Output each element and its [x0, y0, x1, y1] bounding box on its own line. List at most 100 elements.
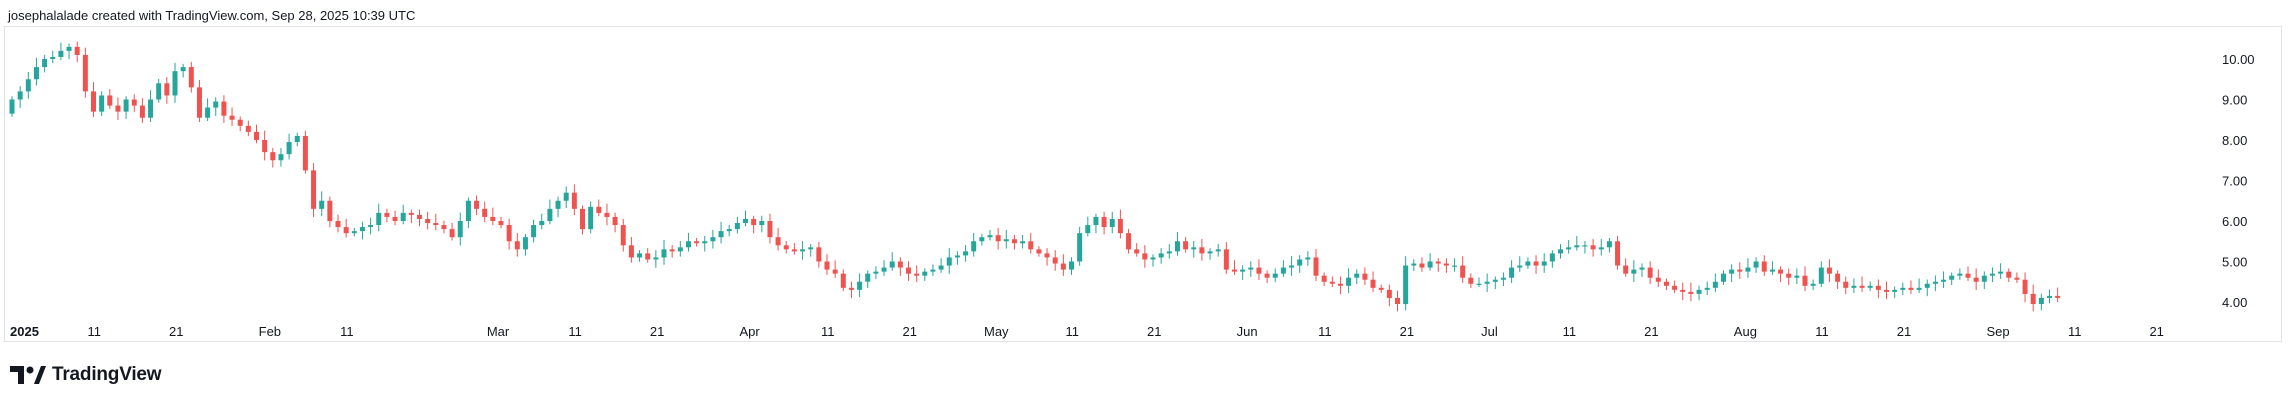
price-axis: 10.00 9.00 8.00 7.00 6.00 5.00 4.00 — [2222, 52, 2255, 310]
candle — [400, 204, 406, 225]
candle — [1875, 279, 1881, 299]
candle — [1924, 279, 1930, 297]
candle — [1093, 213, 1099, 234]
candle-body — [881, 267, 887, 272]
candle-body — [506, 225, 512, 242]
candle — [33, 57, 39, 86]
candle — [359, 221, 365, 240]
candle-body — [1712, 281, 1718, 288]
candle-body — [1525, 261, 1531, 266]
candlestick-chart[interactable]: 10.00 9.00 8.00 7.00 6.00 5.00 4.00 2025 11 21 Fe… — [0, 0, 2290, 345]
candle-body — [726, 229, 732, 232]
candle-body — [1941, 279, 1947, 282]
candle-body — [824, 261, 830, 270]
tradingview-branding[interactable]: TradingView — [10, 362, 162, 388]
candle — [979, 233, 985, 246]
candle-body — [1859, 285, 1865, 288]
candle-body — [359, 227, 365, 232]
candle-body — [1305, 257, 1311, 260]
candle-body — [1354, 273, 1360, 278]
candle-body — [376, 212, 382, 226]
candle-body — [1452, 265, 1458, 267]
candle-body — [66, 46, 72, 51]
candle — [417, 209, 422, 227]
candle-body — [1615, 241, 1621, 266]
candle — [1248, 261, 1254, 277]
candle — [612, 212, 618, 233]
candle-body — [522, 237, 528, 250]
candle-body — [661, 249, 667, 258]
candle — [2030, 284, 2036, 312]
candle — [2006, 268, 2012, 282]
candle-body — [1020, 241, 1026, 244]
candle — [1957, 268, 1963, 280]
candle-body — [131, 99, 137, 106]
candle — [1411, 259, 1417, 271]
candle — [653, 250, 659, 268]
candle-body — [1484, 281, 1490, 284]
candle — [82, 47, 88, 98]
candle — [50, 50, 56, 64]
candle — [539, 213, 545, 230]
candle — [1558, 244, 1563, 259]
candle-body — [808, 247, 814, 250]
candle-body — [1109, 218, 1115, 228]
candle — [1109, 211, 1115, 234]
time-tick-label: 21 — [1897, 324, 1911, 339]
candle-body — [1337, 283, 1343, 286]
time-tick-label: May — [984, 324, 1009, 339]
candle-body — [1688, 291, 1694, 294]
candle-body — [457, 221, 463, 238]
candle-body — [25, 79, 31, 92]
candle — [922, 268, 928, 281]
candle-body — [254, 131, 259, 140]
tradingview-logo-icon — [10, 366, 46, 384]
candle-body — [645, 253, 651, 260]
candle-body — [604, 212, 610, 217]
candle — [1272, 268, 1278, 282]
candle — [205, 98, 211, 121]
candle — [1867, 281, 1873, 292]
candle-body — [1052, 257, 1058, 264]
candle-body — [164, 83, 170, 96]
candle-body — [751, 218, 757, 226]
candle — [278, 147, 284, 167]
candle-body — [1223, 249, 1229, 270]
candle-body — [9, 99, 15, 114]
candle — [107, 89, 113, 109]
candle — [254, 124, 259, 144]
candle — [1101, 211, 1107, 235]
candle — [930, 264, 936, 276]
candle-body — [1492, 279, 1498, 282]
candle — [1745, 258, 1751, 278]
candle-body — [1949, 275, 1955, 280]
candle-body — [1085, 225, 1091, 234]
candle-body — [930, 269, 936, 272]
candle — [58, 42, 64, 61]
candle-body — [938, 265, 944, 270]
candle-body — [2006, 271, 2012, 278]
candle — [1337, 276, 1343, 295]
candle — [1672, 280, 1678, 294]
candle — [1305, 251, 1311, 266]
candle-body — [1207, 251, 1213, 254]
candle-body — [1313, 257, 1319, 276]
candle — [718, 221, 724, 244]
candle — [710, 229, 716, 249]
candle-body — [1264, 273, 1270, 278]
candle-body — [1737, 269, 1743, 272]
candle — [743, 210, 748, 227]
candle — [1174, 231, 1180, 256]
time-tick-label: 11 — [2068, 324, 2082, 339]
candle-body — [1232, 269, 1237, 272]
candle-body — [139, 105, 145, 118]
candle — [1892, 286, 1898, 299]
candle — [1525, 257, 1531, 269]
candle-body — [465, 200, 471, 221]
candle — [1663, 278, 1669, 291]
candle-body — [1932, 281, 1938, 284]
candle-body — [677, 247, 683, 252]
time-tick-label: Aug — [1734, 324, 1757, 339]
candle-body — [914, 273, 920, 276]
candle-body — [620, 225, 626, 246]
